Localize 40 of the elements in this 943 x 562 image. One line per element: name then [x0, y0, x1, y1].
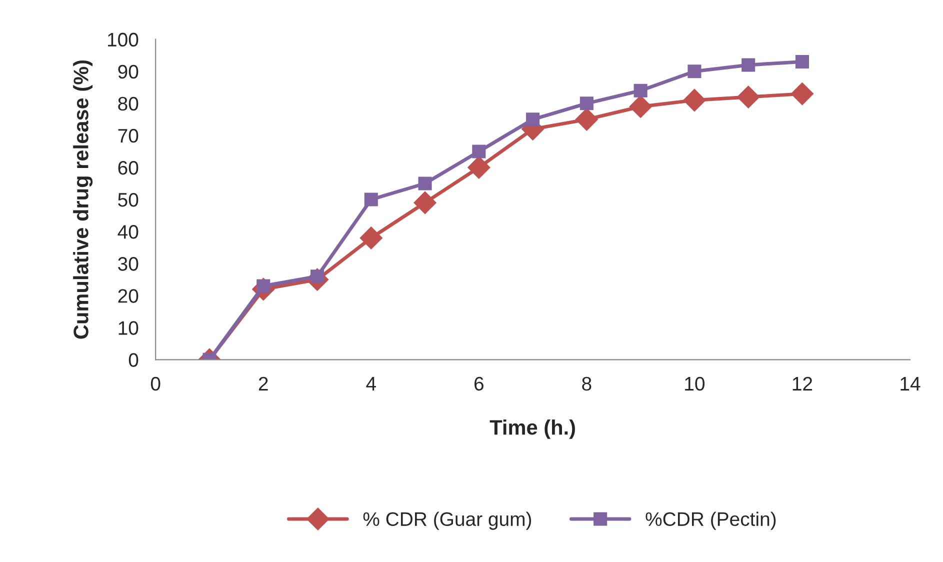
point — [418, 176, 432, 190]
legend-label: %CDR (Pectin) — [646, 512, 776, 530]
point — [580, 96, 594, 110]
y-tick-label: 90 — [118, 64, 138, 79]
x-tick-label: 14 — [900, 377, 920, 390]
y-tick-label: 10 — [118, 321, 138, 335]
y-tick-label: 100 — [108, 32, 138, 47]
y-tick-label: 30 — [118, 257, 138, 271]
y-axis-title: Cumulative drug release (%) — [73, 60, 93, 339]
point — [360, 226, 382, 250]
x-axis-title: Time (h.) — [490, 419, 575, 439]
legend-label: % CDR (Guar gum) — [363, 512, 532, 530]
point — [737, 86, 760, 108]
point — [629, 95, 652, 118]
x-tick-label: 10 — [685, 376, 705, 391]
point — [742, 58, 756, 72]
x-tick-label: 8 — [582, 376, 592, 391]
y-tick-label: 70 — [118, 128, 138, 143]
x-tick-label: 6 — [474, 376, 484, 391]
x-tick-label: 2 — [258, 376, 268, 390]
y-tick-label: 50 — [118, 192, 138, 207]
y-tick-label: 0 — [128, 353, 138, 367]
point — [688, 64, 702, 78]
point — [790, 82, 814, 106]
y-tick-label: 60 — [118, 160, 138, 175]
point — [472, 144, 486, 158]
point — [364, 192, 378, 206]
y-tick-label: 80 — [118, 96, 138, 111]
point — [683, 88, 706, 112]
point — [414, 191, 436, 214]
x-tick-label: 12 — [792, 376, 812, 390]
point — [795, 54, 809, 69]
x-tick-label: 4 — [366, 377, 376, 390]
y-tick-label: 20 — [118, 289, 138, 303]
y-tick-label: 40 — [118, 225, 138, 239]
point — [575, 108, 598, 131]
x-tick-label: 0 — [150, 376, 160, 391]
point — [526, 112, 540, 126]
point — [634, 84, 648, 98]
point — [468, 156, 490, 179]
